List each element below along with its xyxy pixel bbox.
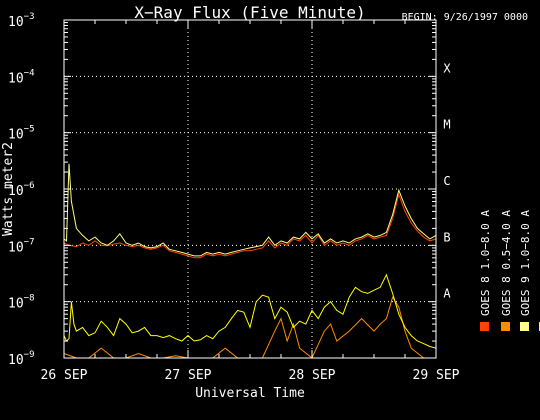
y-tick-label: 10−7 (8, 237, 35, 255)
y-tick-label: 10−9 (8, 350, 35, 368)
begin-date-label: BEGIN: 9/26/1997 0000 (402, 12, 528, 23)
flare-class-label: C (443, 174, 450, 188)
y-tick-label: 10−4 (8, 68, 35, 86)
y-tick-label: 10−3 (8, 12, 35, 30)
y-tick-label: 10−5 (8, 125, 35, 143)
flare-class-label: B (443, 230, 450, 244)
y-tick-label: 10−8 (8, 294, 35, 312)
x-axis-label: Universal Time (195, 386, 305, 401)
x-tick-label: 29 SEP (413, 368, 460, 383)
series-line (63, 192, 437, 259)
legend-label: GOES 9 1.0−8.0 A (519, 210, 532, 316)
grid-lines (64, 20, 436, 358)
legend-label: GOES 8 0.5−4.0 A (500, 210, 513, 316)
flare-class-label: X (443, 61, 451, 75)
chart-title: X−Ray Flux (Five Minute) (134, 3, 365, 22)
series-line (63, 163, 437, 257)
y-axis: 10−9 10−8 10−7 10−6 10−5 10−4 10−3 (8, 12, 436, 368)
series-line (63, 295, 436, 359)
legend-label: GOES 8 1.0−8.0 A (479, 210, 492, 316)
flare-class-label: M (443, 118, 450, 132)
x-tick-label: 26 SEP (41, 368, 88, 383)
x-tick-label: 27 SEP (165, 368, 212, 383)
legend-swatch (501, 322, 510, 331)
x-axis: 26 SEP 27 SEP 28 SEP 29 SEP (41, 20, 460, 383)
legend-swatch (520, 322, 529, 331)
series-line (63, 273, 437, 349)
x-tick-label: 28 SEP (289, 368, 336, 383)
data-series (63, 163, 437, 359)
legend: GOES 8 1.0−8.0 A GOES 8 0.5−4.0 A GOES 9 1… (479, 210, 540, 331)
y-axis-label: Watts meter2 (1, 142, 16, 236)
legend-label: GOES 9 0.5−4.0 A (538, 210, 540, 316)
flare-class-label: A (443, 287, 451, 301)
flare-class-labels: X M C B A (443, 61, 451, 300)
legend-swatch (480, 322, 489, 331)
y-tick-label: 10−6 (8, 181, 35, 199)
